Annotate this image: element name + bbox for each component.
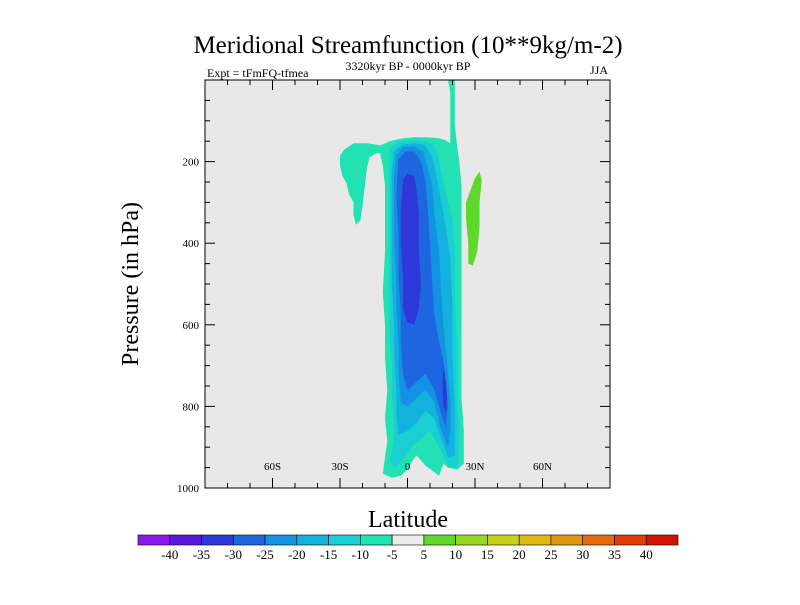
colorbar-swatch bbox=[614, 534, 647, 546]
y-tick-label: 200 bbox=[183, 157, 200, 169]
colorbar-label: 5 bbox=[421, 547, 428, 562]
x-tick-label: 0 bbox=[405, 461, 411, 473]
colorbar-swatch bbox=[232, 534, 266, 546]
x-tick-label: 30S bbox=[331, 461, 348, 473]
y-tick-label: 600 bbox=[183, 320, 200, 332]
time-range-label: 3320kyr BP - 0000kyr BP bbox=[346, 59, 471, 73]
colorbar-label: -20 bbox=[288, 547, 305, 562]
colorbar-label: 15 bbox=[481, 547, 494, 562]
colorbar-swatch bbox=[487, 534, 520, 546]
colorbar-swatch bbox=[137, 534, 171, 546]
colorbar-label: 40 bbox=[640, 547, 653, 562]
contour-layer bbox=[340, 80, 482, 478]
colorbar-swatch bbox=[455, 534, 488, 546]
colorbar-label: -35 bbox=[193, 547, 210, 562]
colorbar-label: -30 bbox=[225, 547, 242, 562]
colorbar-swatch bbox=[201, 534, 234, 546]
colorbar-swatch bbox=[550, 534, 584, 546]
colorbar-label: 25 bbox=[544, 547, 557, 562]
axis-ticks: 60S 30S 0 30N 60N 200 400 600 800 1000 bbox=[177, 80, 610, 495]
contour-pos-10 bbox=[466, 171, 482, 266]
y-tick-label: 400 bbox=[183, 238, 200, 250]
x-axis-title: Latitude bbox=[368, 507, 448, 533]
colorbar-label: 10 bbox=[449, 547, 462, 562]
x-tick-label: 60N bbox=[533, 461, 552, 473]
chart-title: Meridional Streamfunction (10**9kg/m-2) bbox=[193, 32, 622, 59]
colorbar-label: -10 bbox=[352, 547, 369, 562]
colorbar-swatch bbox=[582, 534, 615, 546]
colorbar-swatch bbox=[296, 534, 329, 546]
colorbar-label: 20 bbox=[513, 547, 526, 562]
colorbar-swatch bbox=[264, 534, 298, 546]
colorbar-swatch bbox=[169, 534, 202, 546]
colorbar-swatch bbox=[360, 534, 393, 546]
colorbar-label: 30 bbox=[576, 547, 589, 562]
colorbar-label: -40 bbox=[161, 547, 178, 562]
contour-neg-5-left-lobe bbox=[340, 143, 390, 225]
colorbar-label: -25 bbox=[256, 547, 273, 562]
colorbar-swatch bbox=[645, 534, 679, 546]
colorbar-swatch bbox=[328, 534, 361, 546]
y-axis-title: Pressure (in hPa) bbox=[118, 202, 144, 366]
colorbar: -40 -35 -30 -25 -20 -15 -10 -5 5 10 15 20 25 30 35 40 bbox=[137, 534, 679, 562]
x-tick-label: 30N bbox=[466, 461, 485, 473]
experiment-label: Expt = tFmFQ-tfmea bbox=[207, 66, 309, 80]
colorbar-label: 35 bbox=[608, 547, 621, 562]
season-label: JJA bbox=[590, 63, 608, 77]
colorbar-swatch bbox=[423, 534, 456, 546]
y-tick-label: 800 bbox=[183, 401, 200, 413]
y-tick-label: 1000 bbox=[177, 483, 200, 495]
contour-neg-30 bbox=[400, 173, 421, 325]
colorbar-swatch bbox=[518, 534, 552, 546]
contour-neg-30-lower bbox=[442, 365, 447, 413]
colorbar-label: -15 bbox=[320, 547, 337, 562]
x-tick-label: 60S bbox=[264, 461, 281, 473]
colorbar-swatch bbox=[391, 534, 425, 546]
colorbar-label: -5 bbox=[387, 547, 398, 562]
